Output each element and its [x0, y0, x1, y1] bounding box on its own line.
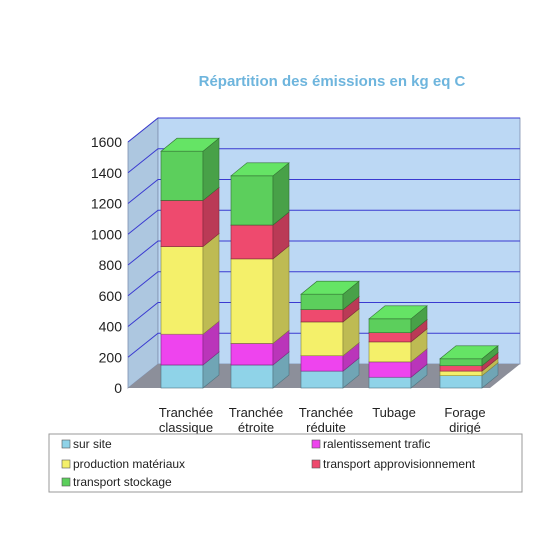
- gridline: [127, 240, 520, 266]
- y-tick-label: 600: [99, 288, 123, 304]
- legend: sur site ralentissement trafic production …: [48, 433, 523, 493]
- gridline: [127, 271, 520, 297]
- y-tick-label: 1200: [91, 196, 122, 212]
- gridline: [127, 209, 520, 235]
- legend-swatch: [311, 459, 321, 469]
- bar-segment: [160, 137, 220, 202]
- legend-entry: production matériaux: [61, 457, 185, 471]
- gridlines: [127, 117, 520, 358]
- bar-segment: [230, 162, 290, 226]
- y-axis: 0 200 400 600 800 1000 1200 1400 1600: [91, 134, 122, 396]
- legend-swatch: [311, 439, 321, 449]
- gridline: [127, 148, 520, 174]
- bar-segment: [300, 280, 360, 311]
- x-axis: Tranchée classique Tranchée étroite Tranchée…: [159, 405, 486, 435]
- legend-label: sur site: [73, 437, 112, 451]
- legend-label: production matériaux: [73, 457, 185, 471]
- gridline: [127, 117, 520, 143]
- legend-label: transport approvisionnement: [323, 457, 476, 471]
- bar-segment: [439, 345, 499, 367]
- legend-swatch: [61, 459, 71, 469]
- legend-entry: sur site: [61, 437, 112, 451]
- x-tick-label: Tranchée réduite: [299, 405, 353, 435]
- y-tick-label: 1600: [91, 134, 122, 150]
- chart-title: Répartition des émissions en kg eq C: [199, 73, 466, 90]
- bars: [160, 137, 499, 389]
- legend-box: [48, 433, 523, 493]
- y-tick-label: 400: [99, 319, 123, 335]
- y-tick-label: 800: [99, 257, 123, 273]
- y-tick-label: 0: [114, 380, 122, 396]
- x-tick-label: Tubage: [372, 405, 416, 420]
- y-tick-label: 200: [99, 349, 123, 365]
- legend-entry: ralentissement trafic: [311, 437, 430, 451]
- x-tick-label: Forage dirigé: [444, 405, 485, 435]
- bar-segment: [368, 305, 428, 334]
- x-tick-label: Tranchée étroite: [229, 405, 283, 435]
- x-tick-label: Tranchée classique: [159, 405, 213, 435]
- legend-entry: transport approvisionnement: [311, 457, 476, 471]
- y-tick-label: 1400: [91, 165, 122, 181]
- gridline: [127, 179, 520, 204]
- legend-label: transport stockage: [73, 475, 172, 489]
- gridline: [127, 302, 520, 327]
- legend-entry: transport stockage: [61, 475, 172, 489]
- legend-swatch: [61, 477, 71, 487]
- bar-segment: [230, 245, 290, 345]
- y-tick-label: 1000: [91, 226, 122, 242]
- legend-label: ralentissement trafic: [323, 437, 430, 451]
- bar-segment: [160, 232, 220, 335]
- legend-swatch: [61, 439, 71, 449]
